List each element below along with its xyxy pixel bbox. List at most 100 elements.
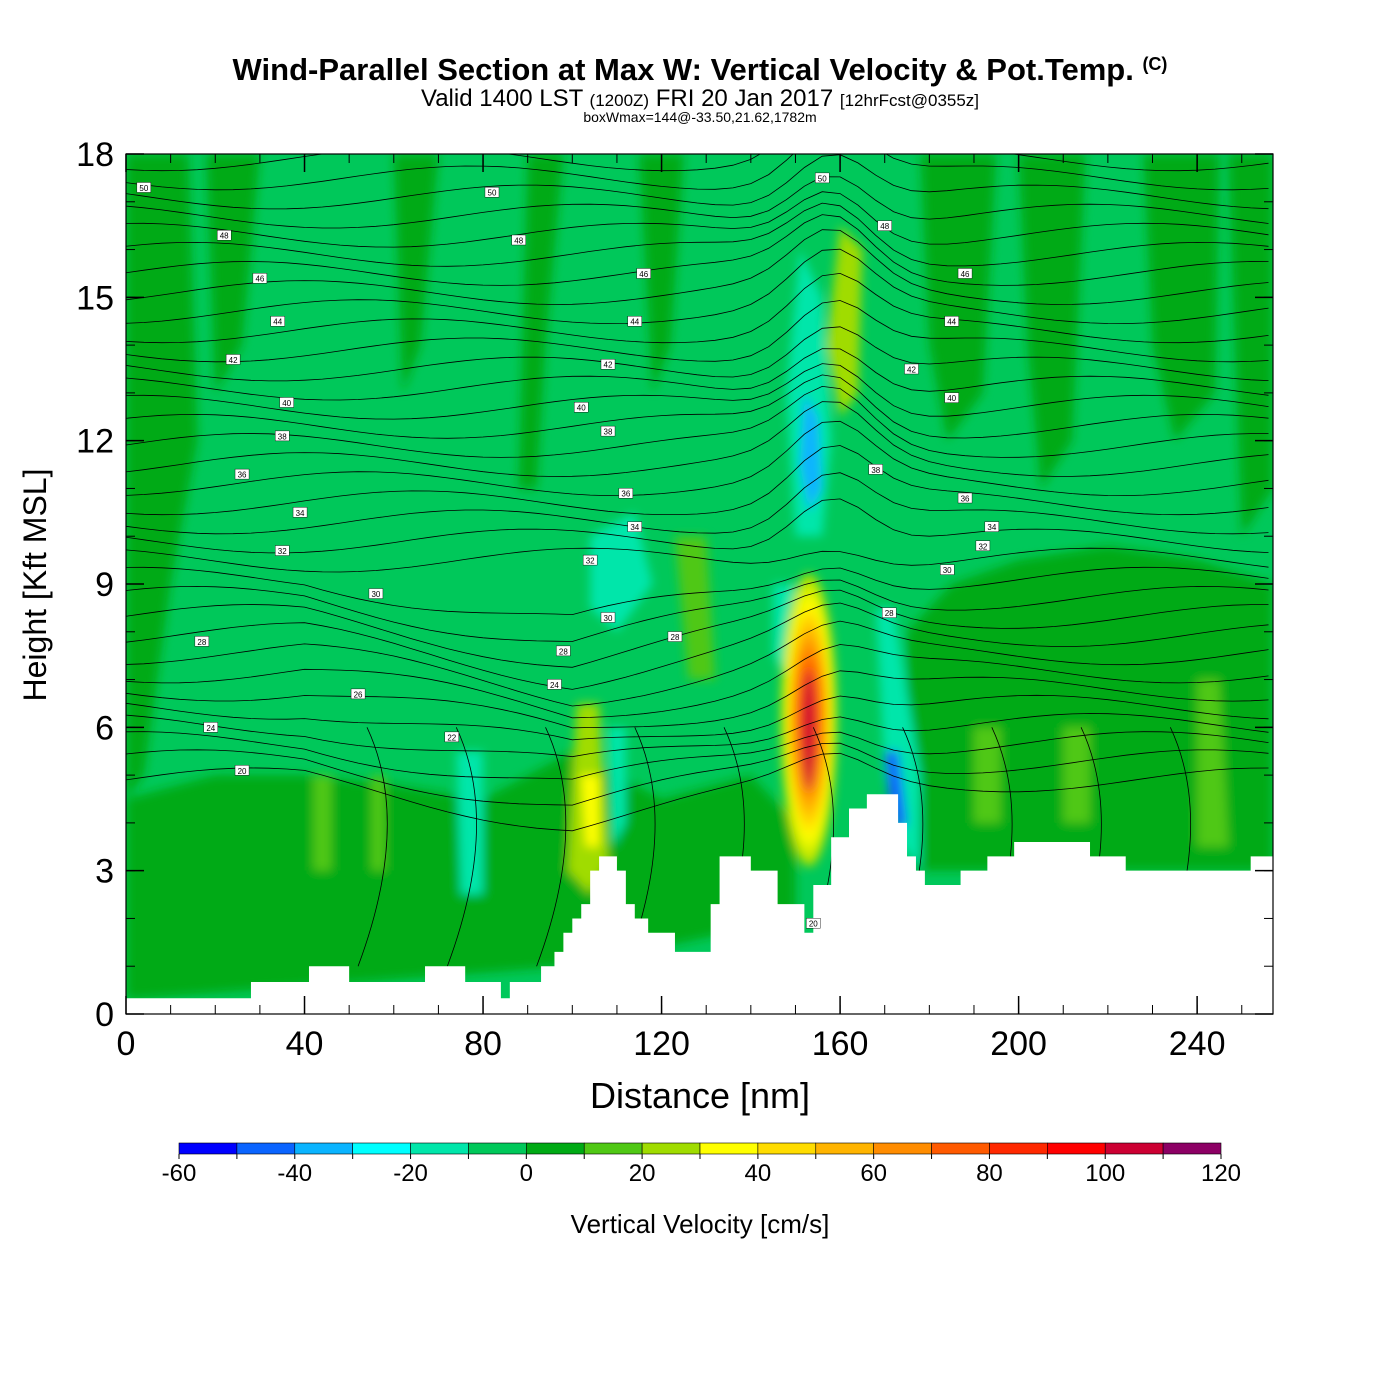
theta-label-text: 44 [273, 318, 282, 327]
theta-label: 36 [957, 492, 973, 504]
theta-label-box [806, 918, 821, 929]
isentrope-line [126, 214, 1269, 286]
isentrope-line [126, 566, 1269, 616]
y-tick-label: 9 [95, 566, 114, 604]
theta-label-box [350, 688, 366, 700]
theta-label-box [574, 402, 589, 413]
isentrope-line [126, 348, 1269, 401]
theta-label: 36 [234, 468, 250, 480]
isentrope-line [126, 670, 1269, 729]
theta-label-text: 48 [220, 232, 229, 241]
y-axis-label: Height [Kft MSL] [17, 469, 53, 702]
theta-label-text: 36 [621, 490, 630, 499]
isentrope-line [126, 579, 1269, 642]
velocity-region [799, 392, 823, 513]
theta-label-text: 38 [278, 432, 287, 441]
theta-label-box [279, 397, 294, 408]
theta-label-box [511, 234, 526, 246]
theta-label-box [868, 464, 883, 475]
theta-label-text: 50 [139, 184, 148, 193]
colorbar-tick-label: -60 [162, 1160, 197, 1187]
x-tick-label: 200 [990, 1025, 1047, 1063]
velocity-region [608, 727, 626, 847]
isentrope-line [126, 445, 1269, 516]
colorbar-swatch [1162, 1142, 1222, 1155]
isentrope-line [126, 272, 1269, 344]
theta-label: 28 [194, 636, 210, 647]
theta-label: 48 [216, 230, 232, 241]
y-tick-label: 3 [95, 853, 114, 891]
theta-label-box [368, 588, 384, 599]
theta-label: 24 [203, 722, 218, 733]
velocity-region [456, 751, 484, 895]
velocity-region [393, 154, 439, 393]
theta-label-text: 36 [238, 471, 247, 480]
theta-label-text: 20 [238, 767, 247, 776]
x-tick-label: 80 [464, 1025, 502, 1063]
theta-label-text: 20 [809, 920, 818, 929]
theta-label: 32 [275, 545, 290, 556]
theta-label-text: 40 [947, 394, 956, 403]
theta-label: 48 [511, 234, 526, 246]
isentrope-line [126, 713, 1269, 758]
theta-label-box [881, 607, 897, 618]
chart-subtitle: Valid 1400 LST (1200Z) FRI 20 Jan 2017 [… [0, 85, 1400, 113]
theta-label: 48 [877, 220, 892, 231]
isentrope-line [126, 620, 1269, 707]
x-tick-label: 0 [117, 1025, 136, 1063]
isentrope-line [126, 374, 1269, 439]
theta-label-box [618, 488, 634, 499]
y-tick-label: 18 [76, 136, 114, 174]
theta-label: 30 [368, 588, 384, 599]
chart-title-main: Wind-Parallel Section at Max W: Vertical… [232, 52, 1134, 87]
isentrope-line [536, 727, 567, 967]
theta-label-text: 30 [604, 614, 613, 623]
theta-label-text: 32 [586, 557, 595, 566]
colorbar-tick-label: 40 [745, 1160, 772, 1187]
theta-label-box [275, 430, 290, 442]
isentrope-line [126, 644, 1269, 719]
isentrope-line [126, 154, 1269, 191]
velocity-region [1063, 727, 1091, 823]
theta-label-text: 44 [947, 318, 956, 327]
theta-label: 30 [939, 564, 955, 575]
colorbar-swatch [526, 1142, 585, 1155]
velocity-region [920, 154, 997, 441]
isentrope-line [126, 420, 1269, 497]
theta-label: 40 [279, 397, 294, 408]
theta-label: 30 [600, 612, 616, 623]
colorbar-tick-label: 0 [520, 1160, 533, 1187]
theta-label-box [939, 564, 955, 575]
x-tick-label: 160 [812, 1025, 869, 1063]
velocity-region [371, 775, 385, 871]
theta-label: 50 [136, 182, 152, 193]
theta-label: 44 [627, 316, 642, 327]
velocity-region [581, 775, 600, 847]
colorbar-swatch [931, 1142, 990, 1155]
theta-label: 24 [547, 679, 562, 690]
theta-label-box [815, 172, 830, 184]
y-tick-label: 15 [76, 279, 114, 317]
theta-label-text: 28 [671, 633, 680, 642]
theta-label-text: 34 [630, 523, 639, 532]
theta-label-text: 32 [278, 547, 287, 556]
theta-label: 44 [270, 316, 285, 327]
theta-label-text: 36 [961, 495, 970, 504]
colorbar-tick-label: 20 [629, 1160, 656, 1187]
valid-time: Valid 1400 LST [420, 85, 583, 112]
velocity-region [206, 154, 260, 393]
theta-label-box [270, 316, 285, 327]
isentrope-line [126, 229, 1269, 305]
theta-label-text: 40 [577, 404, 586, 413]
isentrope-line [357, 727, 388, 967]
theta-label: 34 [984, 521, 1000, 532]
theta-label-text: 46 [961, 270, 970, 279]
theta-label: 46 [636, 268, 651, 279]
theta-label: 40 [944, 392, 959, 403]
theta-label-box [957, 492, 973, 504]
theta-label: 42 [225, 354, 241, 365]
isentrope-line [446, 727, 477, 967]
theta-label-text: 42 [907, 366, 916, 375]
